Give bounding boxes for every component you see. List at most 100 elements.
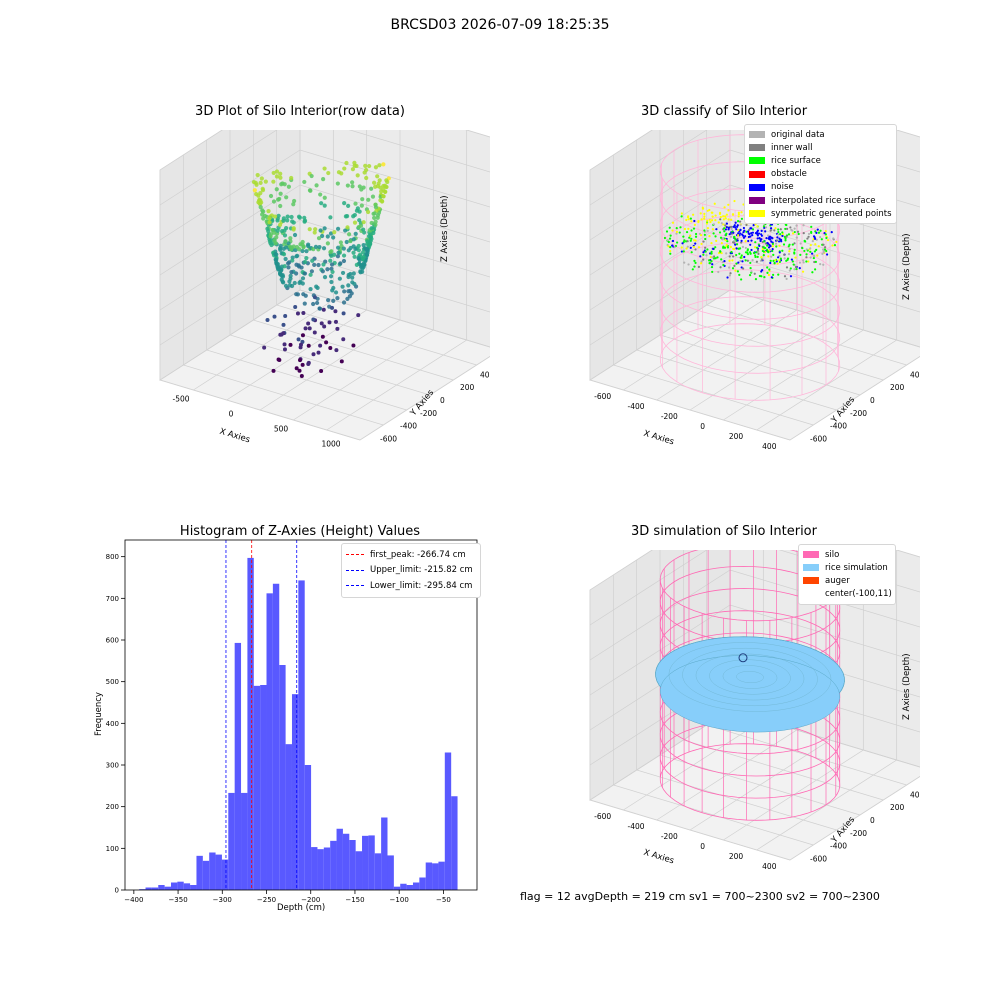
classified-point bbox=[809, 247, 812, 250]
data-point bbox=[341, 253, 347, 258]
data-point bbox=[312, 230, 317, 235]
histogram-bar bbox=[158, 885, 165, 890]
classified-point bbox=[746, 259, 749, 262]
legend-swatch bbox=[749, 197, 765, 205]
classified-point bbox=[699, 255, 702, 258]
data-point bbox=[315, 300, 320, 306]
classified-point bbox=[700, 260, 703, 263]
data-point bbox=[302, 301, 307, 306]
classified-point bbox=[708, 235, 711, 238]
classified-point bbox=[797, 232, 800, 236]
data-point bbox=[350, 280, 355, 285]
classified-point bbox=[735, 253, 738, 257]
legend-entry: obstacle bbox=[749, 168, 892, 181]
classified-point bbox=[685, 247, 688, 250]
data-point bbox=[346, 248, 351, 253]
data-point bbox=[302, 219, 307, 224]
classified-point bbox=[668, 226, 671, 229]
data-point bbox=[316, 350, 321, 355]
classified-point bbox=[712, 223, 716, 226]
data-point bbox=[346, 289, 351, 294]
classified-point bbox=[717, 270, 720, 274]
classified-point bbox=[804, 240, 807, 243]
plot3-legend: silo rice simulation auger center(-100,11) bbox=[798, 544, 896, 605]
classified-point bbox=[734, 237, 737, 240]
data-point bbox=[342, 289, 347, 294]
classified-point bbox=[697, 219, 700, 223]
data-point bbox=[316, 262, 321, 268]
classified-point bbox=[671, 239, 675, 243]
histogram-bar bbox=[393, 886, 401, 890]
y-tick-label: 700 bbox=[106, 595, 119, 603]
classified-point bbox=[730, 218, 733, 221]
classified-point bbox=[714, 246, 717, 249]
classified-point bbox=[774, 242, 778, 245]
classified-point bbox=[811, 252, 814, 255]
rice-mesh-ring bbox=[709, 659, 791, 695]
y-tick-label: 500 bbox=[106, 678, 119, 686]
histogram-bar bbox=[247, 557, 254, 890]
x-tick-label: −400 bbox=[124, 896, 143, 904]
classified-point bbox=[793, 268, 796, 271]
classified-point bbox=[726, 276, 729, 279]
histogram-bar bbox=[139, 889, 146, 890]
data-point bbox=[365, 239, 370, 244]
histogram-bar bbox=[336, 828, 343, 890]
classified-point bbox=[757, 232, 761, 235]
classified-point bbox=[825, 253, 829, 256]
classified-point bbox=[785, 266, 789, 269]
gridline bbox=[789, 356, 920, 441]
data-point bbox=[328, 346, 333, 351]
classified-point bbox=[699, 262, 703, 265]
classified-point bbox=[737, 215, 740, 218]
data-point bbox=[344, 239, 349, 245]
data-point bbox=[362, 262, 367, 267]
classified-point bbox=[789, 226, 792, 229]
classified-point bbox=[809, 244, 812, 247]
gridline bbox=[589, 550, 920, 591]
classified-point bbox=[787, 233, 791, 236]
classified-point bbox=[816, 254, 819, 257]
classified-point bbox=[791, 243, 794, 246]
y-tick-label: 0 bbox=[870, 816, 875, 825]
classified-point bbox=[693, 219, 696, 223]
classified-point bbox=[764, 230, 767, 233]
legend-line-sample bbox=[346, 585, 364, 587]
histogram-bar bbox=[266, 593, 273, 890]
classified-point bbox=[786, 258, 789, 262]
data-point bbox=[335, 226, 341, 231]
histogram-bar bbox=[304, 765, 312, 890]
classified-point bbox=[805, 253, 808, 256]
data-point bbox=[283, 283, 289, 288]
x-tick-label: 1000 bbox=[321, 440, 340, 449]
classified-point bbox=[703, 229, 706, 232]
data-point bbox=[371, 230, 376, 236]
classified-point bbox=[703, 215, 706, 218]
data-point bbox=[289, 214, 294, 220]
data-point bbox=[358, 252, 363, 257]
classified-point bbox=[791, 260, 794, 263]
data-point bbox=[372, 215, 377, 220]
classified-point bbox=[679, 226, 682, 229]
figure-suptitle: BRCSD03 2026-07-09 18:25:35 bbox=[390, 17, 610, 33]
classified-point bbox=[785, 277, 788, 280]
classified-point bbox=[737, 234, 740, 237]
classified-point bbox=[779, 257, 782, 260]
hist-ylabel: Frequency bbox=[94, 692, 104, 736]
classified-point bbox=[758, 274, 761, 278]
classified-point bbox=[772, 273, 775, 276]
histogram-bar bbox=[145, 887, 152, 890]
legend-line-sample bbox=[346, 569, 364, 571]
classified-point bbox=[799, 242, 802, 245]
legend-swatch bbox=[803, 551, 819, 559]
data-point bbox=[289, 175, 294, 181]
classified-point bbox=[812, 255, 816, 258]
classified-point bbox=[763, 276, 766, 279]
classified-point bbox=[715, 239, 718, 243]
classified-point bbox=[760, 229, 763, 232]
x-tick-label: −100 bbox=[390, 896, 409, 904]
data-point bbox=[379, 189, 384, 194]
data-point bbox=[348, 238, 353, 244]
histogram-bar bbox=[196, 855, 203, 890]
classified-point bbox=[783, 275, 787, 278]
